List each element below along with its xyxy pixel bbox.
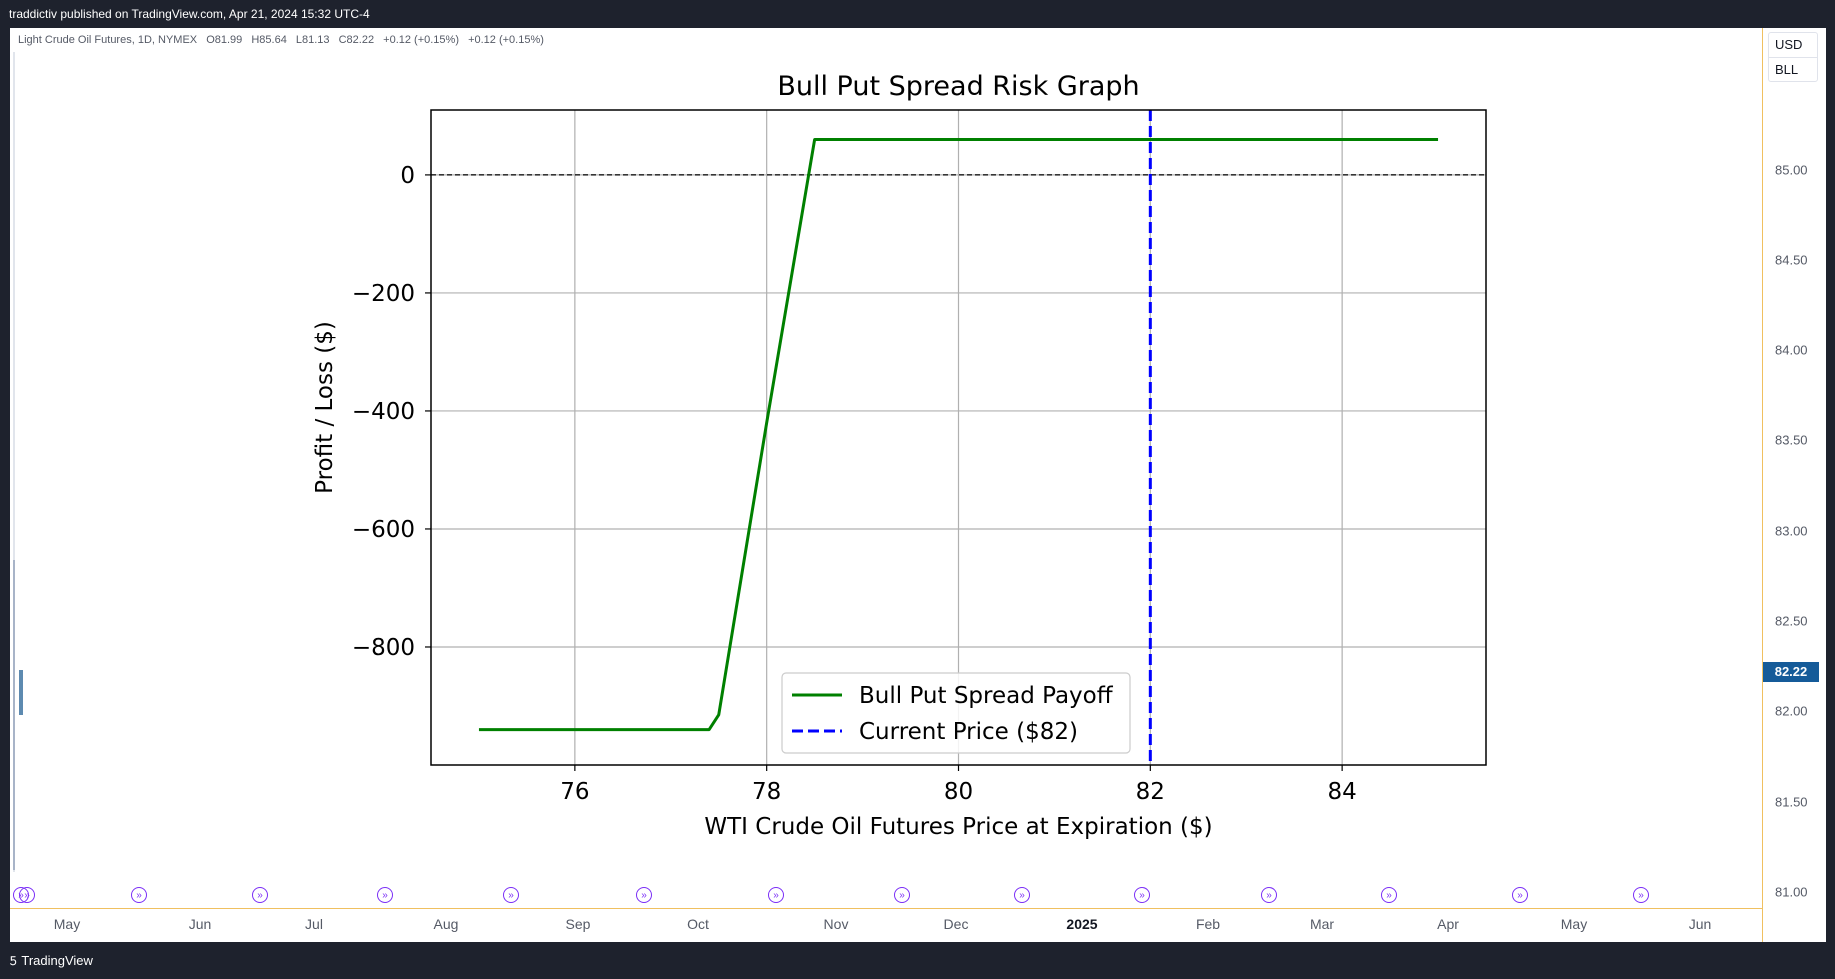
price-tick: 83.00 — [1775, 523, 1808, 539]
time-label: Oct — [687, 916, 709, 932]
time-label: May — [53, 916, 81, 932]
legend-entry: Current Price ($82) — [859, 719, 1078, 745]
y-tick-label: −800 — [352, 635, 415, 661]
x-axis-label: WTI Crude Oil Futures Price at Expiratio… — [704, 814, 1212, 840]
price-tick: 83.50 — [1775, 432, 1808, 448]
event-icon[interactable]: » — [19, 887, 35, 903]
publish-header: traddictiv published on TradingView.com,… — [0, 0, 1835, 28]
time-label: Jun — [188, 916, 212, 932]
event-icon[interactable]: » — [768, 887, 784, 903]
price-tick: 82.00 — [1775, 703, 1808, 719]
time-label: Sep — [565, 916, 591, 932]
y-tick-label: −600 — [352, 517, 415, 543]
x-tick-label: 80 — [944, 779, 973, 805]
event-icon[interactable]: » — [377, 887, 393, 903]
event-icon[interactable]: » — [1014, 887, 1030, 903]
event-icon[interactable]: » — [1134, 887, 1150, 903]
chart-title: Bull Put Spread Risk Graph — [777, 71, 1139, 102]
y-axis-label: Profit / Loss ($) — [312, 321, 338, 494]
currency-label[interactable]: USD — [1769, 33, 1817, 58]
event-icon[interactable]: » — [1633, 887, 1649, 903]
low-value: L81.13 — [295, 34, 330, 46]
high-value: H85.64 — [251, 34, 287, 46]
time-label: Aug — [433, 916, 459, 932]
price-tick: 84.00 — [1775, 342, 1808, 358]
y-tick-label: −200 — [352, 281, 415, 307]
event-icon[interactable]: » — [1261, 887, 1277, 903]
time-label: Dec — [943, 916, 969, 932]
legend-entry: Bull Put Spread Payoff — [859, 683, 1114, 709]
time-label-year: 2025 — [1066, 916, 1098, 932]
price-tick: 84.50 — [1775, 252, 1808, 268]
footer-bar: 𝟻​ TradingView — [0, 942, 1835, 979]
payoff-line — [478, 138, 1439, 732]
publish-info: traddictiv published on TradingView.com,… — [9, 7, 370, 21]
event-icon[interactable]: » — [636, 887, 652, 903]
time-label: Nov — [823, 916, 849, 932]
close-value: C82.22 — [338, 34, 375, 46]
y-tick-label: 0 — [400, 163, 415, 189]
event-icon[interactable]: » — [1512, 887, 1528, 903]
y-tick-label: −400 — [352, 399, 415, 425]
footer-brand[interactable]: TradingView — [21, 953, 93, 968]
unit-label[interactable]: BLL — [1775, 62, 1799, 77]
time-label: Mar — [1309, 916, 1335, 932]
tradingview-logo-icon[interactable]: 𝟻​ — [9, 953, 18, 968]
price-tick: 81.50 — [1775, 794, 1808, 810]
time-label: Feb — [1195, 916, 1221, 932]
event-icon[interactable]: » — [131, 887, 147, 903]
left-edge-marker — [13, 52, 15, 872]
chart-panel[interactable] — [10, 28, 1826, 942]
change-value: +0.12 (+0.15%) — [383, 34, 459, 46]
event-icon[interactable]: » — [252, 887, 268, 903]
price-tick: 81.00 — [1775, 884, 1808, 900]
x-tick-label: 78 — [752, 779, 781, 805]
left-edge-marker-2 — [13, 560, 15, 870]
time-label: Apr — [1437, 916, 1459, 932]
price-tick: 85.00 — [1775, 162, 1808, 178]
legend-box — [781, 672, 1131, 754]
x-tick-label: 76 — [560, 779, 589, 805]
time-label: Jul — [305, 916, 323, 932]
price-scale-unit[interactable]: USD BLL — [1768, 32, 1818, 82]
time-label: Jun — [1688, 916, 1712, 932]
x-tick-label: 82 — [1136, 779, 1165, 805]
symbol-legend: Light Crude Oil Futures, 1D, NYMEX O81.9… — [18, 34, 550, 46]
time-label: May — [1560, 916, 1588, 932]
open-value: O81.99 — [206, 34, 243, 46]
event-icon[interactable]: » — [503, 887, 519, 903]
event-icon[interactable]: » — [894, 887, 910, 903]
time-axis-border — [10, 908, 1762, 909]
change-value-2: +0.12 (+0.15%) — [468, 34, 544, 46]
x-tick-label: 84 — [1327, 779, 1356, 805]
price-tick: 82.50 — [1775, 613, 1808, 629]
event-icon[interactable]: » — [1381, 887, 1397, 903]
price-candle — [19, 670, 23, 715]
current-price-label: 82.22 — [1763, 662, 1819, 682]
price-scale-border — [1762, 28, 1763, 942]
symbol-name[interactable]: Light Crude Oil Futures, 1D, NYMEX — [18, 34, 198, 46]
